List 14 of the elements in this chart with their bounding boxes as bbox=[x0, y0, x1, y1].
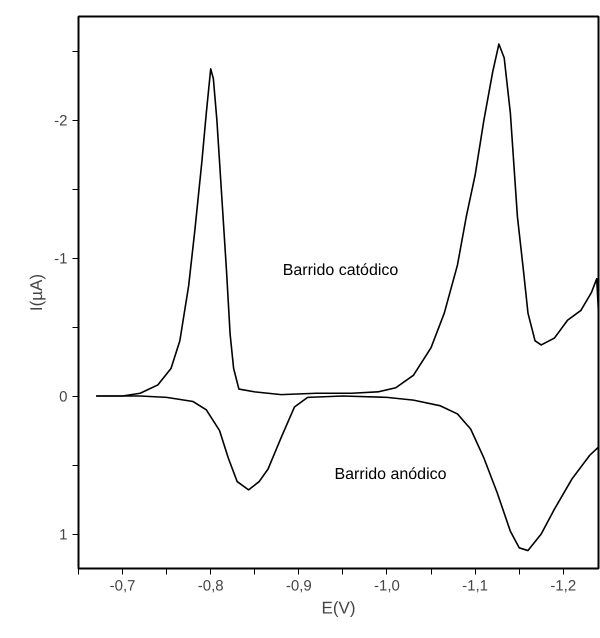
x-tick-label: -1,0 bbox=[374, 578, 400, 594]
y-axis-title: I(µA) bbox=[27, 274, 46, 312]
x-tick-label: -0,7 bbox=[110, 578, 136, 594]
x-tick-label: -1,2 bbox=[550, 578, 576, 594]
annotation: Barrido catódico bbox=[282, 262, 398, 279]
y-tick-label: -1 bbox=[54, 250, 68, 268]
y-tick-label: -2 bbox=[54, 112, 68, 130]
y-tick-label: 1 bbox=[59, 526, 68, 544]
x-tick-label: -0,9 bbox=[286, 578, 312, 594]
x-tick-label: -1,1 bbox=[462, 578, 488, 594]
x-axis-title: E(V) bbox=[322, 598, 356, 618]
x-tick-label: -0,8 bbox=[198, 578, 224, 594]
annotation: Barrido anódico bbox=[334, 466, 447, 483]
y-tick-label: 0 bbox=[59, 388, 68, 406]
